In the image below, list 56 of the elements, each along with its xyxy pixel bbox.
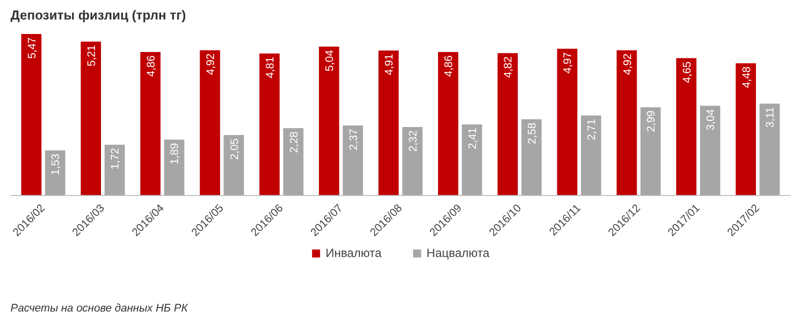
- text: Расчеты на основе данных НБ РК: [10, 302, 188, 314]
- data-label: 3,11: [764, 107, 777, 128]
- data-label: 1,89: [169, 143, 182, 164]
- bar: [438, 52, 458, 196]
- data-label: 1,72: [110, 148, 122, 170]
- bar: [462, 124, 482, 196]
- legend-label: Нацвалюта: [426, 246, 490, 260]
- bar: [140, 52, 161, 196]
- data-label: 4,86: [145, 55, 158, 77]
- data-label: 2,05: [228, 138, 241, 160]
- data-label: 4,92: [204, 54, 217, 75]
- bar: [760, 104, 780, 196]
- data-label: 1,53: [50, 154, 62, 176]
- bar: [164, 140, 184, 196]
- data-label: 2,58: [526, 122, 538, 144]
- data-label: 4,81: [264, 56, 277, 78]
- bar: [616, 50, 637, 196]
- data-label: 2,28: [288, 132, 300, 153]
- data-label: 4,48: [740, 66, 753, 88]
- data-label: 3,04: [705, 109, 718, 130]
- bar: [342, 126, 363, 196]
- bar: [318, 46, 340, 196]
- data-label: 4,82: [502, 56, 515, 78]
- bar: [700, 106, 720, 196]
- data-label: 2,37: [348, 128, 360, 150]
- chart-title: Депозиты физлиц (трлн тг): [10, 8, 186, 22]
- data-label: 2,71: [586, 118, 598, 140]
- data-label: 2,32: [407, 130, 420, 152]
- legend-label: Инвалюта: [326, 246, 382, 260]
- data-label: 2,41: [466, 128, 479, 150]
- bar: [378, 50, 399, 196]
- bar: [224, 134, 244, 196]
- data-label: 4,91: [384, 54, 396, 76]
- data-label: 2,99: [646, 110, 658, 132]
- data-label: 4,92: [622, 54, 634, 75]
- data-label: 4,97: [562, 52, 574, 74]
- data-label: 4,65: [681, 62, 694, 83]
- bar: [45, 150, 66, 196]
- bar: [580, 115, 602, 196]
- data-label: 5,21: [86, 44, 98, 66]
- bar: [557, 48, 578, 196]
- data-label: 5,04: [324, 50, 336, 72]
- bar: [200, 50, 220, 196]
- bar: [21, 34, 42, 196]
- bar: [640, 107, 661, 196]
- bar: [283, 128, 304, 196]
- bar: [104, 144, 125, 196]
- bar: [736, 63, 756, 196]
- bar: [676, 58, 696, 196]
- bar: [402, 126, 423, 196]
- bar: [521, 119, 542, 196]
- data-label: 4,86: [443, 55, 456, 77]
- bar: [80, 42, 102, 196]
- bar: [498, 53, 518, 196]
- bar: [259, 53, 280, 196]
- data-label: 5,47: [26, 37, 38, 59]
